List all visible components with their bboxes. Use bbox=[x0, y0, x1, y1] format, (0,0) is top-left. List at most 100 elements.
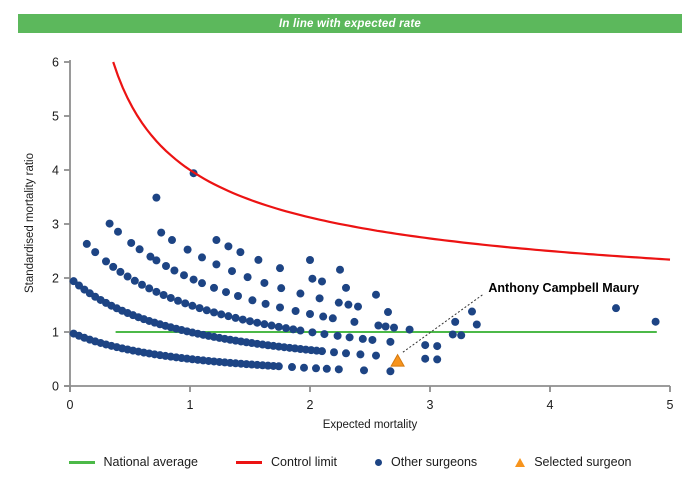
other-surgeon-dot[interactable] bbox=[212, 260, 221, 269]
other-surgeon-dot[interactable] bbox=[202, 306, 211, 315]
other-surgeon-dot[interactable] bbox=[267, 321, 276, 330]
other-surgeon-dot[interactable] bbox=[253, 318, 262, 327]
other-surgeon-dot[interactable] bbox=[174, 296, 182, 305]
other-surgeon-dot[interactable] bbox=[224, 312, 233, 321]
other-surgeon-dot[interactable] bbox=[360, 366, 368, 375]
other-surgeon-dot[interactable] bbox=[308, 274, 317, 283]
other-surgeon-dot[interactable] bbox=[116, 267, 125, 276]
other-surgeon-dot[interactable] bbox=[109, 262, 118, 271]
other-surgeon-dot[interactable] bbox=[183, 245, 192, 254]
other-surgeon-dot[interactable] bbox=[334, 298, 343, 307]
other-surgeon-dot[interactable] bbox=[296, 326, 305, 335]
other-surgeon-dot[interactable] bbox=[166, 293, 175, 302]
other-surgeon-dot[interactable] bbox=[168, 236, 176, 245]
other-surgeon-dot[interactable] bbox=[350, 317, 359, 326]
other-surgeon-dot[interactable] bbox=[336, 265, 344, 274]
other-surgeon-dot[interactable] bbox=[234, 292, 242, 300]
other-surgeon-dot[interactable] bbox=[651, 317, 660, 326]
other-surgeon-dot[interactable] bbox=[198, 253, 206, 262]
other-surgeon-dot[interactable] bbox=[451, 317, 460, 326]
other-surgeon-dot[interactable] bbox=[189, 275, 198, 284]
other-surgeon-dot[interactable] bbox=[170, 266, 179, 275]
other-surgeon-dot[interactable] bbox=[260, 278, 269, 287]
other-surgeon-dot[interactable] bbox=[152, 193, 161, 202]
other-surgeon-dot[interactable] bbox=[319, 312, 328, 321]
other-surgeon-dot[interactable] bbox=[248, 296, 257, 305]
other-surgeon-dot[interactable] bbox=[222, 288, 230, 297]
other-surgeon-dot[interactable] bbox=[405, 325, 414, 334]
other-surgeon-dot[interactable] bbox=[384, 308, 392, 317]
other-surgeon-dot[interactable] bbox=[212, 236, 221, 245]
other-surgeon-dot[interactable] bbox=[320, 330, 329, 339]
other-surgeon-dot[interactable] bbox=[330, 348, 338, 357]
other-surgeon-dot[interactable] bbox=[386, 367, 395, 376]
other-surgeon-dot[interactable] bbox=[306, 310, 314, 318]
other-surgeon-dot[interactable] bbox=[282, 324, 290, 333]
other-surgeon-dot[interactable] bbox=[315, 294, 324, 303]
other-surgeon-dot[interactable] bbox=[312, 364, 320, 373]
other-surgeon-dot[interactable] bbox=[468, 307, 476, 316]
other-surgeon-dot[interactable] bbox=[421, 354, 430, 363]
other-surgeon-dot[interactable] bbox=[300, 363, 308, 372]
other-surgeon-dot[interactable] bbox=[368, 335, 377, 344]
other-surgeon-dot[interactable] bbox=[288, 363, 296, 372]
other-surgeon-dot[interactable] bbox=[231, 313, 240, 322]
other-surgeon-dot[interactable] bbox=[374, 321, 383, 330]
other-surgeon-dot[interactable] bbox=[114, 227, 122, 236]
other-surgeon-dot[interactable] bbox=[152, 256, 161, 265]
other-surgeon-dot[interactable] bbox=[105, 219, 114, 228]
other-surgeon-dot[interactable] bbox=[243, 273, 252, 282]
other-surgeon-dot[interactable] bbox=[261, 299, 270, 308]
other-surgeon-dot[interactable] bbox=[390, 323, 398, 332]
other-surgeon-dot[interactable] bbox=[135, 245, 144, 254]
other-surgeon-dot[interactable] bbox=[296, 289, 305, 298]
other-surgeon-dot[interactable] bbox=[228, 267, 236, 276]
other-surgeon-dot[interactable] bbox=[127, 238, 136, 247]
other-surgeon-dot[interactable] bbox=[198, 279, 206, 288]
other-surgeon-dot[interactable] bbox=[276, 303, 284, 312]
other-surgeon-dot[interactable] bbox=[386, 337, 395, 346]
other-surgeon-dot[interactable] bbox=[274, 322, 283, 331]
other-surgeon-dot[interactable] bbox=[123, 272, 132, 281]
other-surgeon-dot[interactable] bbox=[333, 331, 342, 340]
other-surgeon-dot[interactable] bbox=[152, 287, 161, 296]
selected-surgeon-marker[interactable] bbox=[390, 353, 405, 367]
other-surgeon-dot[interactable] bbox=[276, 264, 284, 273]
other-surgeon-dot[interactable] bbox=[157, 228, 166, 237]
other-surgeon-dot[interactable] bbox=[344, 300, 353, 309]
other-surgeon-dot[interactable] bbox=[82, 239, 91, 248]
other-surgeon-dot[interactable] bbox=[472, 320, 481, 329]
other-surgeon-dot[interactable] bbox=[306, 256, 314, 264]
other-surgeon-dot[interactable] bbox=[195, 304, 204, 313]
other-surgeon-dot[interactable] bbox=[372, 290, 380, 299]
other-surgeon-dot[interactable] bbox=[291, 307, 300, 315]
other-surgeon-dot[interactable] bbox=[318, 277, 326, 286]
other-surgeon-dot[interactable] bbox=[274, 362, 283, 371]
other-surgeon-dot[interactable] bbox=[433, 342, 442, 351]
other-surgeon-dot[interactable] bbox=[354, 302, 362, 311]
other-surgeon-dot[interactable] bbox=[421, 341, 430, 350]
other-surgeon-dot[interactable] bbox=[322, 364, 331, 373]
other-surgeon-dot[interactable] bbox=[210, 308, 218, 317]
other-surgeon-dot[interactable] bbox=[162, 262, 170, 270]
other-surgeon-dot[interactable] bbox=[188, 301, 197, 310]
other-surgeon-dot[interactable] bbox=[159, 290, 168, 299]
other-surgeon-dot[interactable] bbox=[612, 304, 620, 313]
other-surgeon-dot[interactable] bbox=[91, 248, 100, 257]
other-surgeon-dot[interactable] bbox=[254, 255, 263, 264]
other-surgeon-dot[interactable] bbox=[433, 355, 442, 364]
other-surgeon-dot[interactable] bbox=[69, 277, 78, 286]
other-surgeon-dot[interactable] bbox=[342, 349, 350, 358]
other-surgeon-dot[interactable] bbox=[138, 280, 146, 289]
other-surgeon-dot[interactable] bbox=[145, 284, 154, 293]
other-surgeon-dot[interactable] bbox=[381, 322, 390, 331]
other-surgeon-dot[interactable] bbox=[345, 333, 354, 342]
other-surgeon-dot[interactable] bbox=[146, 252, 155, 261]
other-surgeon-dot[interactable] bbox=[102, 257, 110, 266]
other-surgeon-dot[interactable] bbox=[130, 276, 139, 285]
other-surgeon-dot[interactable] bbox=[289, 325, 298, 334]
other-surgeon-dot[interactable] bbox=[210, 283, 218, 292]
other-surgeon-dot[interactable] bbox=[308, 328, 317, 337]
other-surgeon-dot[interactable] bbox=[334, 365, 343, 374]
other-surgeon-dot[interactable] bbox=[342, 283, 350, 292]
